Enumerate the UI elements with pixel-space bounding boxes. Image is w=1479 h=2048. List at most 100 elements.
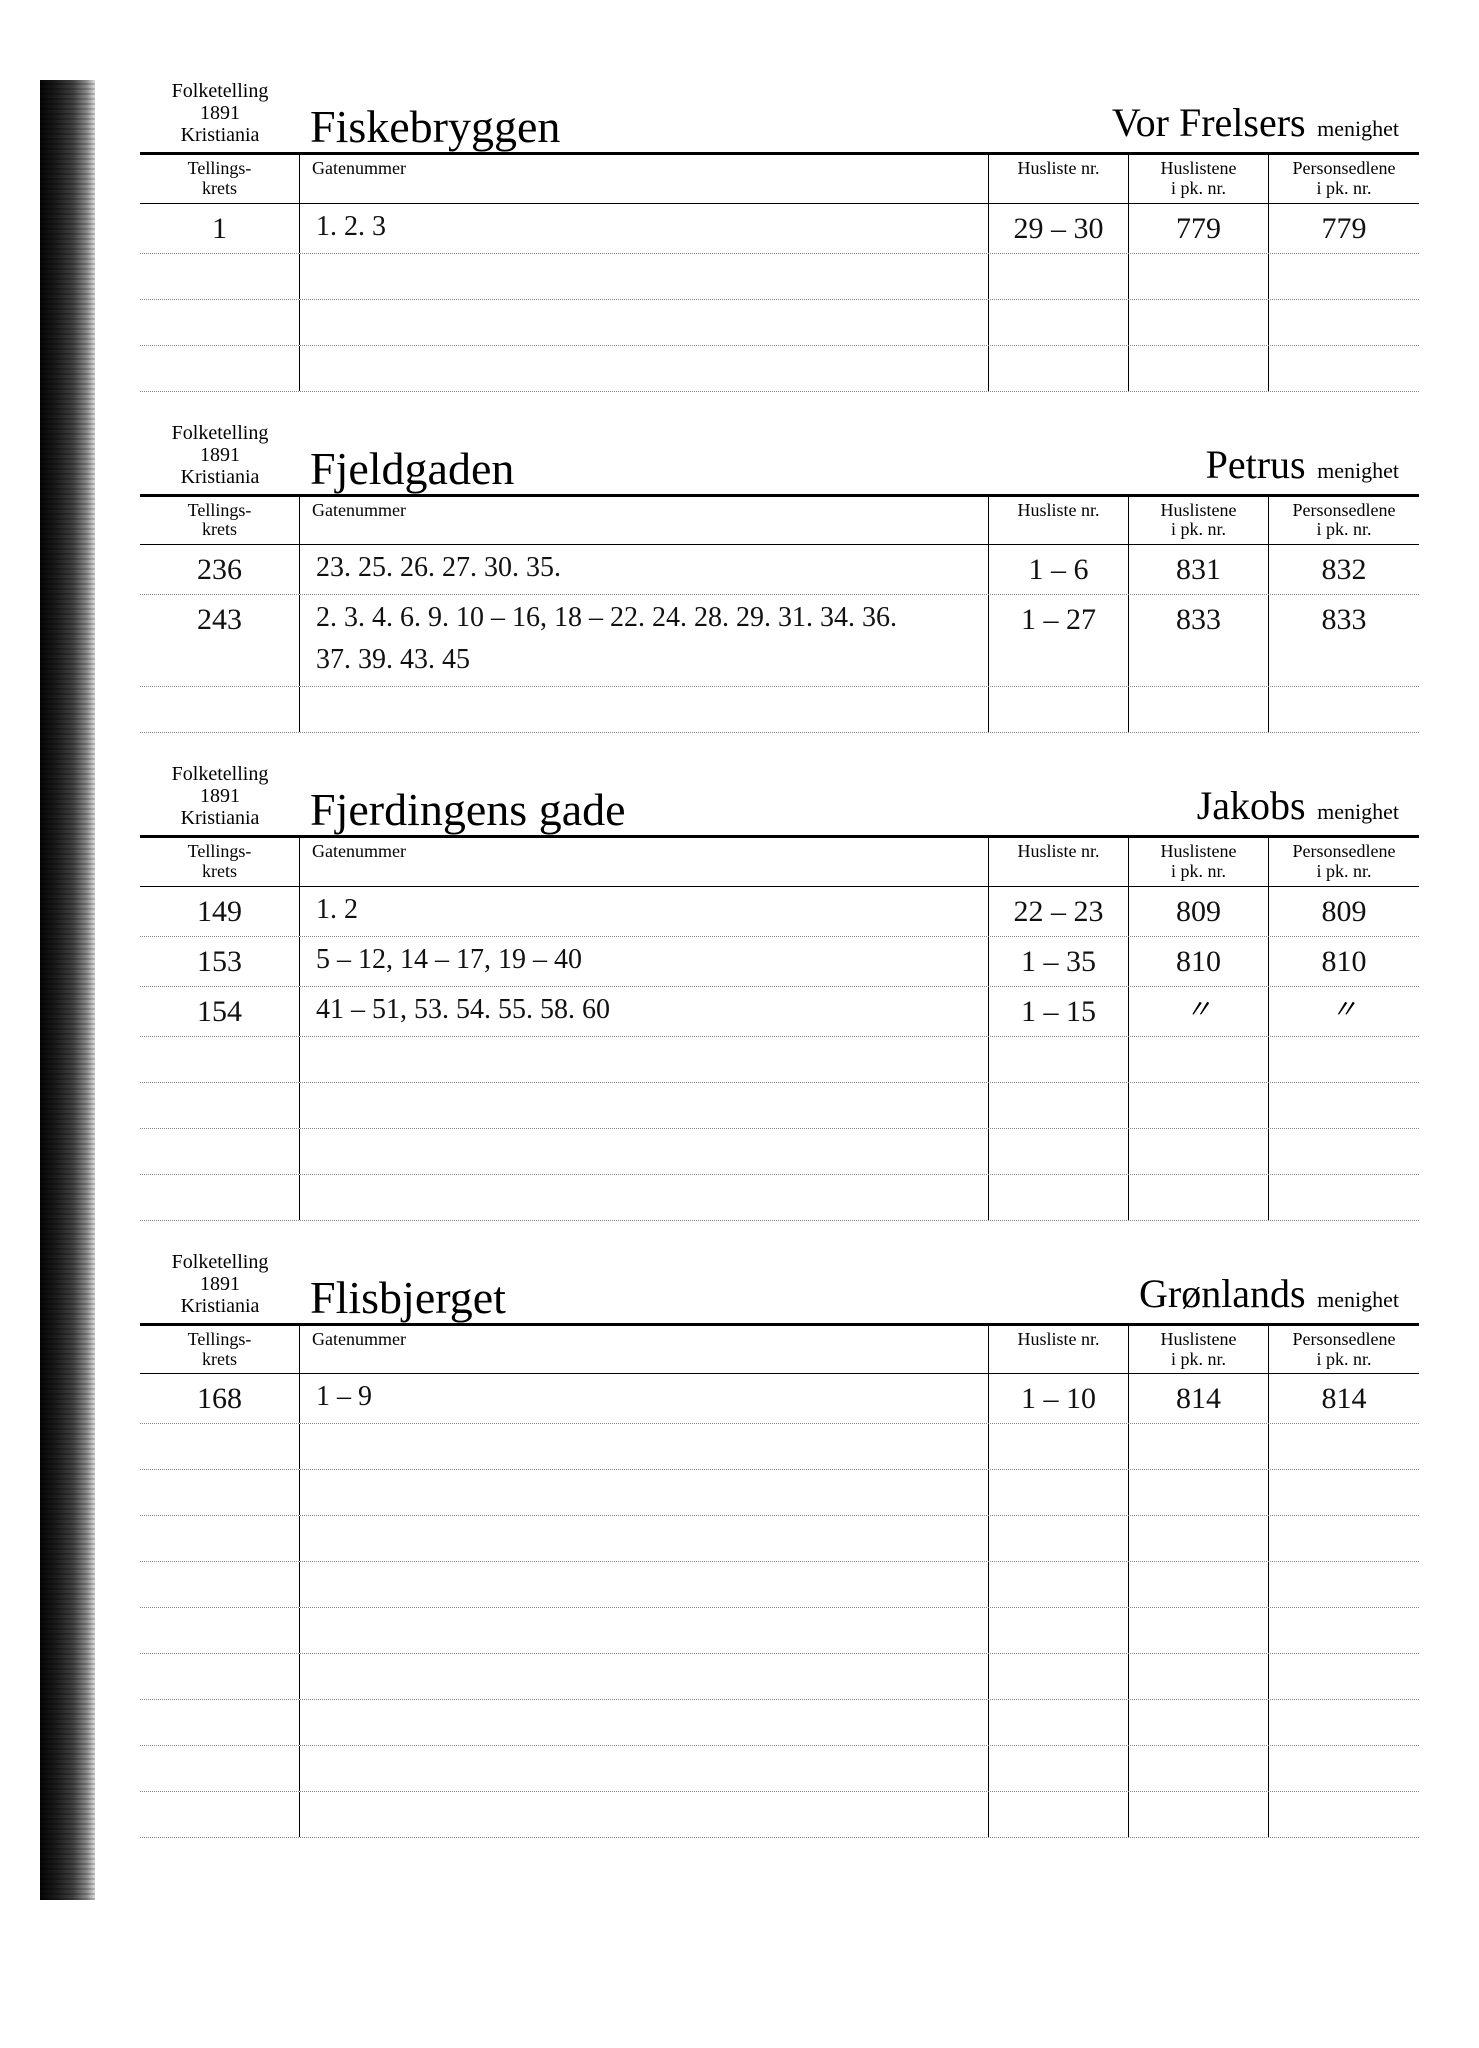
cell-empty: [1269, 687, 1419, 732]
cell-empty: [1269, 346, 1419, 391]
cell-gatenr: 2. 3. 4. 6. 9. 10 – 16, 18 – 22. 24. 28.…: [300, 595, 989, 686]
parish-name: Vor Frelsers: [1112, 100, 1306, 145]
col-header-husliste: Husliste nr.: [989, 155, 1129, 203]
col-header-gatenr: Gatenummer: [300, 155, 989, 203]
blank-row: [140, 1129, 1419, 1175]
cell-personsedlene: 779: [1269, 204, 1419, 253]
cell-gatenr: 5 – 12, 14 – 17, 19 – 40: [300, 937, 989, 986]
table-row: 1 1. 2. 3 29 – 30 779 779: [140, 204, 1419, 254]
street-name: Fjerdingens gade: [300, 787, 1069, 833]
cell-empty: [1129, 300, 1269, 345]
col-header-husliste: Husliste nr.: [989, 838, 1129, 886]
blank-row: [140, 1608, 1419, 1654]
blank-row: [140, 1175, 1419, 1221]
col-header-gatenr: Gatenummer: [300, 1326, 989, 1374]
parish-name: Grønlands: [1139, 1271, 1306, 1316]
table-row: 153 5 – 12, 14 – 17, 19 – 40 1 – 35 810 …: [140, 937, 1419, 987]
cell-empty: [1269, 1037, 1419, 1082]
census-year-line1: Folketelling: [140, 1251, 300, 1273]
cell-empty: [300, 1470, 989, 1515]
parish-label: Vor Frelsers menighet: [1069, 99, 1419, 150]
cell-empty: [989, 1746, 1129, 1791]
cell-empty: [300, 1516, 989, 1561]
col-header-krets: Tellings-krets: [140, 1326, 300, 1374]
cell-empty: [989, 1792, 1129, 1837]
cell-husliste: 1 – 35: [989, 937, 1129, 986]
parish-label: Petrus menighet: [1069, 441, 1419, 492]
census-year-line3: Kristiania: [140, 124, 300, 146]
cell-empty: [140, 1083, 300, 1128]
cell-empty: [1269, 1562, 1419, 1607]
cell-empty: [989, 346, 1129, 391]
blank-row: [140, 1700, 1419, 1746]
cell-empty: [1269, 1700, 1419, 1745]
parish-suffix: menighet: [1317, 116, 1399, 141]
cell-empty: [989, 1470, 1129, 1515]
table-row: 154 41 – 51, 53. 54. 55. 58. 60 1 – 15 〃…: [140, 987, 1419, 1037]
col-header-gatenr: Gatenummer: [300, 497, 989, 545]
cell-husliste: 1 – 15: [989, 987, 1129, 1036]
cell-krets: 154: [140, 987, 300, 1036]
cell-empty: [989, 254, 1129, 299]
parish-suffix: menighet: [1317, 799, 1399, 824]
section-header: Folketelling 1891 Kristiania Fiskebrygge…: [140, 80, 1419, 155]
blank-row: [140, 254, 1419, 300]
cell-empty: [989, 1700, 1129, 1745]
cell-empty: [140, 1608, 300, 1653]
cell-empty: [300, 1608, 989, 1653]
cell-empty: [1129, 1654, 1269, 1699]
section-header: Folketelling 1891 Kristiania Fjeldgaden …: [140, 422, 1419, 497]
blank-row: [140, 1562, 1419, 1608]
cell-huslistene: 814: [1129, 1374, 1269, 1423]
cell-empty: [989, 1654, 1129, 1699]
cell-empty: [1129, 1700, 1269, 1745]
cell-empty: [1269, 1175, 1419, 1220]
col-header-gatenr: Gatenummer: [300, 838, 989, 886]
street-name: Flisbjerget: [300, 1275, 1069, 1321]
cell-empty: [140, 1746, 300, 1791]
table-row: 243 2. 3. 4. 6. 9. 10 – 16, 18 – 22. 24.…: [140, 595, 1419, 687]
cell-huslistene: 833: [1129, 595, 1269, 686]
cell-gatenr: 1 – 9: [300, 1374, 989, 1423]
cell-husliste: 1 – 10: [989, 1374, 1129, 1423]
blank-row: [140, 687, 1419, 733]
census-year-line3: Kristiania: [140, 807, 300, 829]
cell-empty: [140, 1175, 300, 1220]
cell-empty: [300, 254, 989, 299]
cell-empty: [140, 300, 300, 345]
cell-empty: [300, 1792, 989, 1837]
cell-empty: [300, 687, 989, 732]
cell-empty: [140, 254, 300, 299]
section-header: Folketelling 1891 Kristiania Flisbjerget…: [140, 1251, 1419, 1326]
cell-empty: [989, 1562, 1129, 1607]
table-row: 149 1. 2 22 – 23 809 809: [140, 887, 1419, 937]
cell-empty: [140, 1700, 300, 1745]
cell-huslistene: 810: [1129, 937, 1269, 986]
column-headers: Tellings-krets Gatenummer Husliste nr. H…: [140, 497, 1419, 546]
cell-empty: [140, 1792, 300, 1837]
census-section: Folketelling 1891 Kristiania Fiskebrygge…: [140, 80, 1419, 392]
cell-empty: [1129, 1516, 1269, 1561]
blank-row: [140, 346, 1419, 392]
census-year-line2: 1891: [140, 444, 300, 466]
census-label: Folketelling 1891 Kristiania: [140, 422, 300, 492]
census-year-line2: 1891: [140, 785, 300, 807]
cell-empty: [140, 1516, 300, 1561]
cell-empty: [300, 1037, 989, 1082]
blank-row: [140, 300, 1419, 346]
cell-personsedlene: 832: [1269, 545, 1419, 594]
cell-empty: [1269, 1129, 1419, 1174]
parish-label: Jakobs menighet: [1069, 782, 1419, 833]
cell-empty: [989, 1608, 1129, 1653]
cell-empty: [1129, 254, 1269, 299]
cell-empty: [1129, 687, 1269, 732]
census-year-line3: Kristiania: [140, 466, 300, 488]
binding-edge-shadow: [40, 80, 95, 1900]
col-header-personsedlene: Personsedlenei pk. nr.: [1269, 497, 1419, 545]
col-header-huslistene: Huslistenei pk. nr.: [1129, 1326, 1269, 1374]
cell-krets: 1: [140, 204, 300, 253]
cell-huslistene: 809: [1129, 887, 1269, 936]
blank-row: [140, 1424, 1419, 1470]
cell-empty: [989, 687, 1129, 732]
col-header-huslistene: Huslistenei pk. nr.: [1129, 497, 1269, 545]
